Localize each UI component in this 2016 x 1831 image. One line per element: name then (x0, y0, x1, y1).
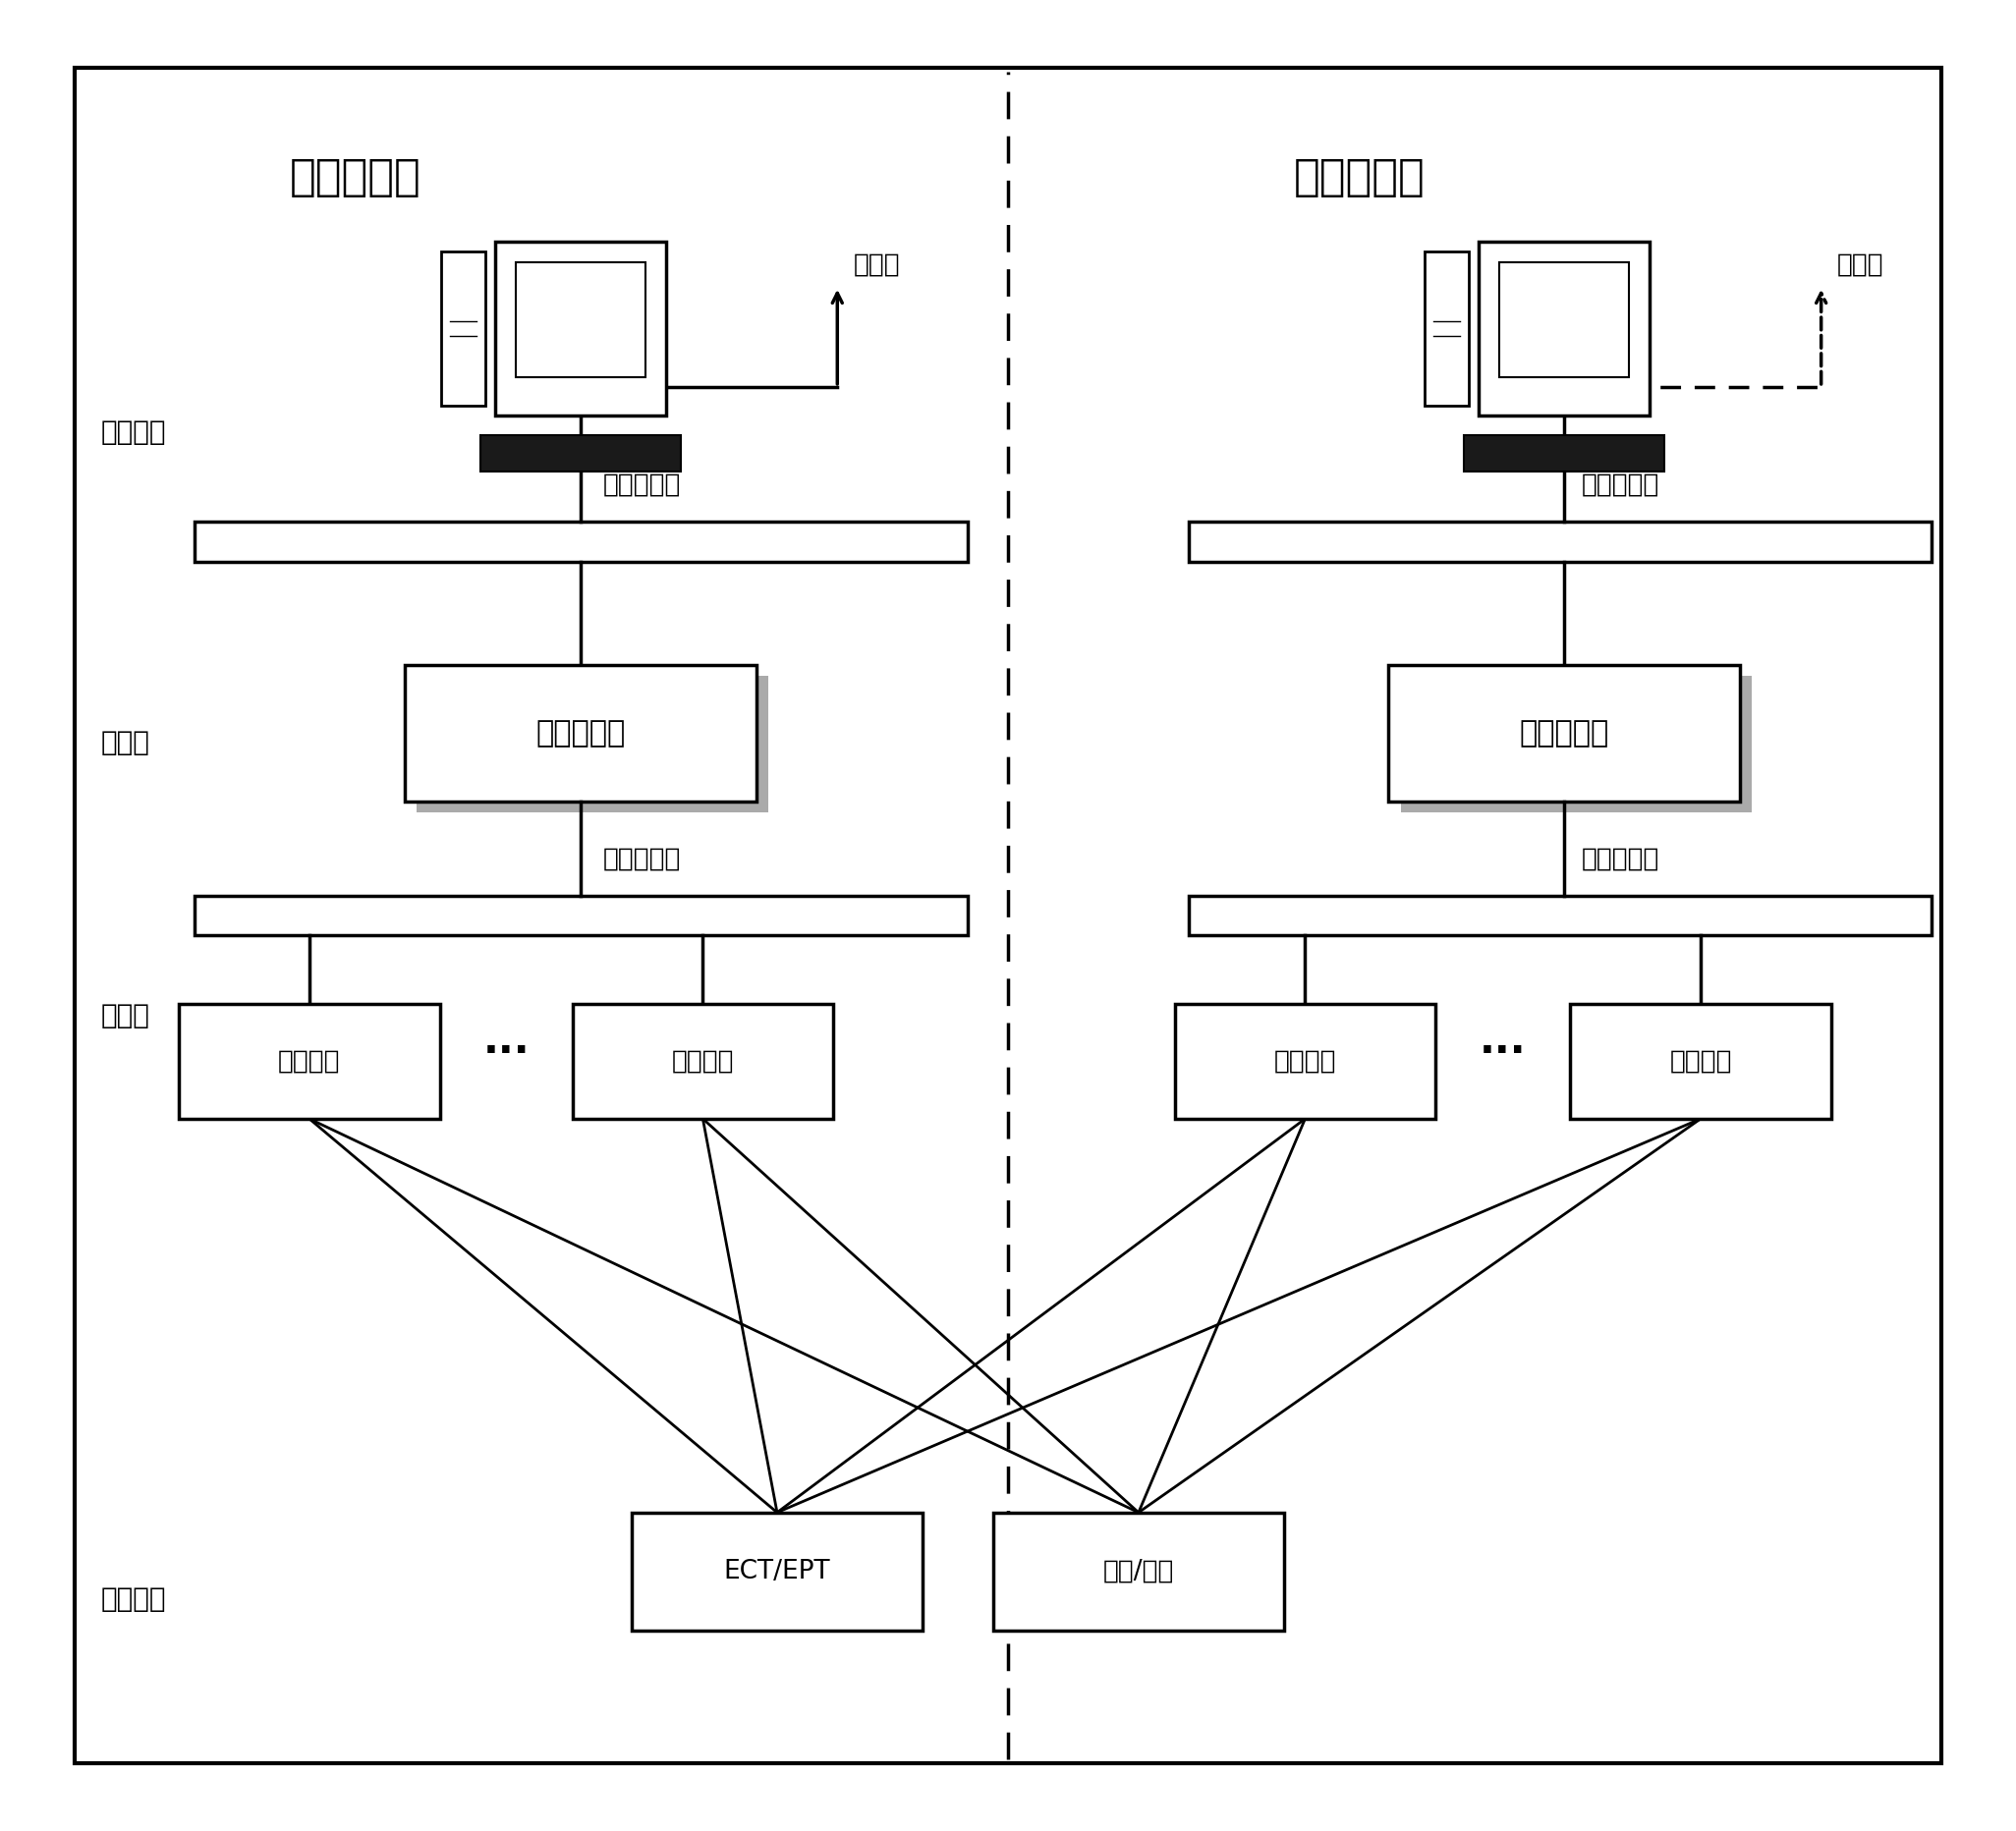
Text: 系统控制器: 系统控制器 (1520, 720, 1609, 747)
Bar (196, 895, 968, 936)
Text: 一次设备: 一次设备 (101, 1586, 165, 1613)
Text: ···: ··· (1480, 1031, 1526, 1073)
Bar (1189, 895, 1931, 936)
Bar (1401, 676, 1752, 813)
Bar (1389, 665, 1740, 802)
Text: 光纤以太网: 光纤以太网 (603, 846, 681, 872)
Text: 智能终端: 智能终端 (1669, 1049, 1732, 1075)
Text: 系统（备）: 系统（备） (1294, 156, 1425, 198)
Bar (480, 436, 681, 472)
Bar (179, 1003, 439, 1119)
Text: 变电站层: 变电站层 (101, 419, 165, 447)
Bar (1464, 436, 1665, 472)
Text: ECT/EPT: ECT/EPT (724, 1558, 831, 1584)
Text: 智能终端: 智能终端 (671, 1049, 734, 1075)
Text: 光纤以太网: 光纤以太网 (1581, 846, 1659, 872)
Text: 智能终端: 智能终端 (1274, 1049, 1337, 1075)
Text: 开关/刀闸: 开关/刀闸 (1103, 1558, 1173, 1584)
Bar (1500, 264, 1629, 377)
Text: 间隔层: 间隔层 (101, 729, 149, 756)
Bar (1570, 1003, 1831, 1119)
Text: ···: ··· (482, 1031, 530, 1073)
Bar (516, 264, 645, 377)
Text: 光纤以太网: 光纤以太网 (1581, 472, 1659, 498)
Bar (1175, 1003, 1435, 1119)
Bar (573, 1003, 833, 1119)
Bar (1480, 242, 1649, 416)
Bar (1189, 522, 1931, 562)
Text: 过程层: 过程层 (101, 1002, 149, 1029)
Bar (496, 242, 665, 416)
Text: 至调度: 至调度 (853, 253, 901, 278)
Bar (196, 522, 968, 562)
Bar (994, 1512, 1284, 1631)
Bar (631, 1512, 923, 1631)
Bar (1425, 251, 1470, 406)
Text: 至调度: 至调度 (1837, 253, 1885, 278)
Bar (405, 665, 756, 802)
Text: 智能终端: 智能终端 (278, 1049, 341, 1075)
Text: 系统（主）: 系统（主） (290, 156, 421, 198)
Bar (442, 251, 486, 406)
Text: 光纤以太网: 光纤以太网 (603, 472, 681, 498)
Bar (417, 676, 768, 813)
Text: 系统控制器: 系统控制器 (536, 720, 625, 747)
